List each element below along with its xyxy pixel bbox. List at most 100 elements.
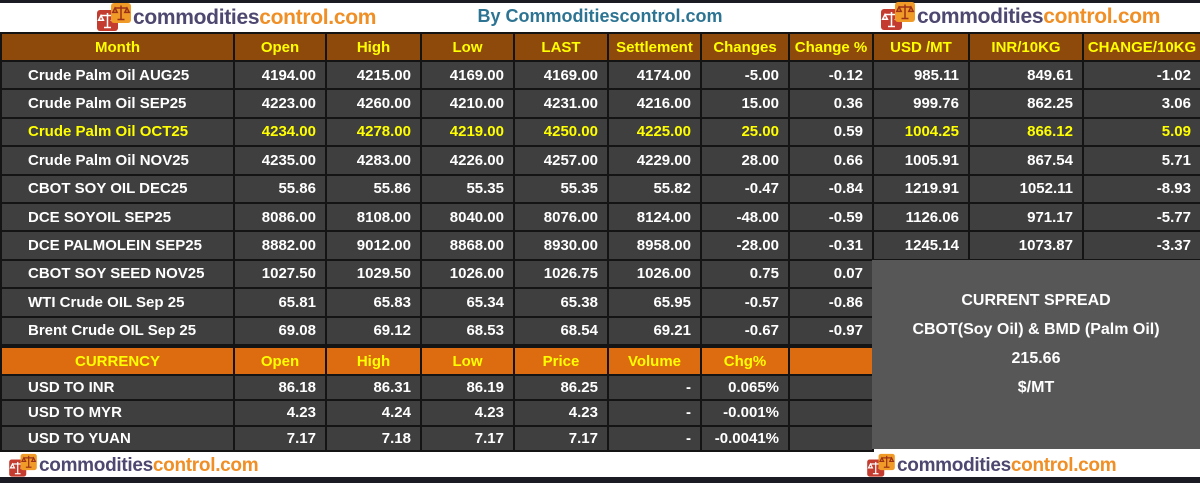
value-cell: -0.12: [788, 59, 874, 91]
value-cell: -3.37: [1082, 230, 1200, 261]
logo-text-orange: control.com: [1010, 455, 1117, 476]
value-cell: 9012.00: [325, 230, 422, 261]
value-cell: -0.67: [700, 315, 790, 347]
value-cell: 28.00: [700, 145, 790, 176]
row-label: USD TO INR: [0, 373, 235, 402]
column-header-volume: Volume: [607, 346, 702, 376]
value-cell: 69.12: [325, 315, 422, 347]
value-cell: 4229.00: [607, 145, 702, 176]
value-cell: -28.00: [700, 230, 790, 261]
logo-text-dark: commodities: [897, 455, 1011, 476]
currency-header-row: CURRENCY Open High Low Price Volume Chg%: [0, 346, 874, 376]
value-cell: 0.66: [788, 145, 874, 176]
logo-text: commoditiescontrol.com: [39, 455, 259, 477]
table-row: CBOT SOY OIL DEC25 55.86 55.86 55.35 55.35 55…: [0, 173, 1200, 204]
value-cell: 5.09: [1082, 116, 1200, 148]
value-cell: -5.77: [1082, 201, 1200, 233]
value-cell: 866.12: [968, 116, 1084, 148]
value-cell: 4231.00: [513, 88, 609, 119]
value-cell: 55.86: [325, 173, 422, 204]
value-cell: 65.34: [420, 287, 515, 318]
value-cell: 4.23: [233, 399, 327, 427]
value-cell: 4169.00: [513, 59, 609, 91]
value-cell: 4169.00: [420, 59, 515, 91]
value-cell: 1029.50: [325, 258, 422, 290]
column-header-month: Month: [0, 32, 235, 62]
column-header-price: Price: [513, 346, 609, 376]
value-cell: 68.54: [513, 315, 609, 347]
value-cell: 1219.91: [872, 173, 970, 204]
column-header-last: LAST: [513, 32, 609, 62]
logo-text-orange: control.com: [1043, 5, 1161, 28]
value-cell: -0.0041%: [700, 424, 790, 453]
value-cell: 8882.00: [233, 230, 327, 261]
row-label: DCE SOYOIL SEP25: [0, 201, 235, 233]
value-cell: 4.23: [420, 399, 515, 427]
value-cell: -0.47: [700, 173, 790, 204]
value-cell: 8040.00: [420, 201, 515, 233]
top-edge-bar: [0, 0, 1200, 3]
value-cell: 0.75: [700, 258, 790, 290]
value-cell: -: [607, 399, 702, 427]
table-row: DCE SOYOIL SEP25 8086.00 8108.00 8040.00 807…: [0, 201, 1200, 233]
value-cell: 1026.00: [607, 258, 702, 290]
value-cell: 86.31: [325, 373, 422, 402]
logo-text-dark: commodities: [39, 455, 153, 476]
value-cell: -0.97: [788, 315, 874, 347]
value-cell: 5.71: [1082, 145, 1200, 176]
row-label: Crude Palm Oil AUG25: [0, 59, 235, 91]
value-cell: -5.00: [700, 59, 790, 91]
spread-value: 215.66: [1011, 350, 1061, 367]
table-row: Crude Palm Oil NOV25 4235.00 4283.00 4226.0…: [0, 145, 1200, 176]
value-cell: 8108.00: [325, 201, 422, 233]
value-cell: 0.59: [788, 116, 874, 148]
value-cell: 4260.00: [325, 88, 422, 119]
value-cell: 1004.25: [872, 116, 970, 148]
row-label: Brent Crude OIL Sep 25: [0, 315, 235, 347]
value-cell: 1005.91: [872, 145, 970, 176]
row-label: CBOT SOY SEED NOV25: [0, 258, 235, 290]
value-cell: 55.86: [233, 173, 327, 204]
value-cell: 867.54: [968, 145, 1084, 176]
value-cell: -8.93: [1082, 173, 1200, 204]
column-header-changes: Changes: [700, 32, 790, 62]
value-cell: 4257.00: [513, 145, 609, 176]
logo-text: commoditiescontrol.com: [897, 455, 1117, 477]
value-cell: 0.07: [788, 258, 874, 290]
logo-text: commoditiescontrol.com: [917, 5, 1160, 29]
column-header-open: Open: [233, 32, 327, 62]
spread-unit: $/MT: [1017, 379, 1055, 396]
value-cell: 4234.00: [233, 116, 327, 148]
row-label: Crude Palm Oil SEP25: [0, 88, 235, 119]
value-cell: 25.00: [700, 116, 790, 148]
value-cell: 4210.00: [420, 88, 515, 119]
value-cell: 65.38: [513, 287, 609, 318]
currency-table-body: USD TO INR 86.18 86.31 86.19 86.25-0.065% USD…: [0, 373, 874, 453]
value-cell: 4194.00: [233, 59, 327, 91]
value-cell: 7.17: [420, 424, 515, 453]
column-header-empty: [788, 346, 874, 376]
column-header-high: High: [325, 32, 422, 62]
table-row: USD TO YUAN 7.17 7.18 7.17 7.17- -0.0041%: [0, 424, 874, 453]
column-header-change-pct: Change %: [788, 32, 874, 62]
current-spread-panel: CURRENT SPREAD CBOT(Soy Oil) & BMD (Palm…: [872, 260, 1200, 449]
column-header-usd-mt: USD /MT: [872, 32, 970, 62]
value-cell: 65.95: [607, 287, 702, 318]
value-cell: 8124.00: [607, 201, 702, 233]
value-cell: -1.02: [1082, 59, 1200, 91]
value-cell: 1073.87: [968, 230, 1084, 261]
value-cell: 849.61: [968, 59, 1084, 91]
column-header-currency: CURRENCY: [0, 346, 235, 376]
logo-text-dark: commodities: [133, 6, 260, 29]
scales-logo-icon: [867, 453, 895, 477]
column-header-chg-pct: Chg%: [700, 346, 790, 376]
value-cell: 4219.00: [420, 116, 515, 148]
value-cell: 4216.00: [607, 88, 702, 119]
row-label: Crude Palm Oil NOV25: [0, 145, 235, 176]
table-row: Crude Palm Oil OCT25 4234.00 4278.00 4219.0…: [0, 116, 1200, 148]
value-cell: [788, 424, 874, 453]
value-cell: 4215.00: [325, 59, 422, 91]
scales-logo-icon: [9, 453, 37, 477]
logo-text: commoditiescontrol.com: [133, 6, 376, 30]
